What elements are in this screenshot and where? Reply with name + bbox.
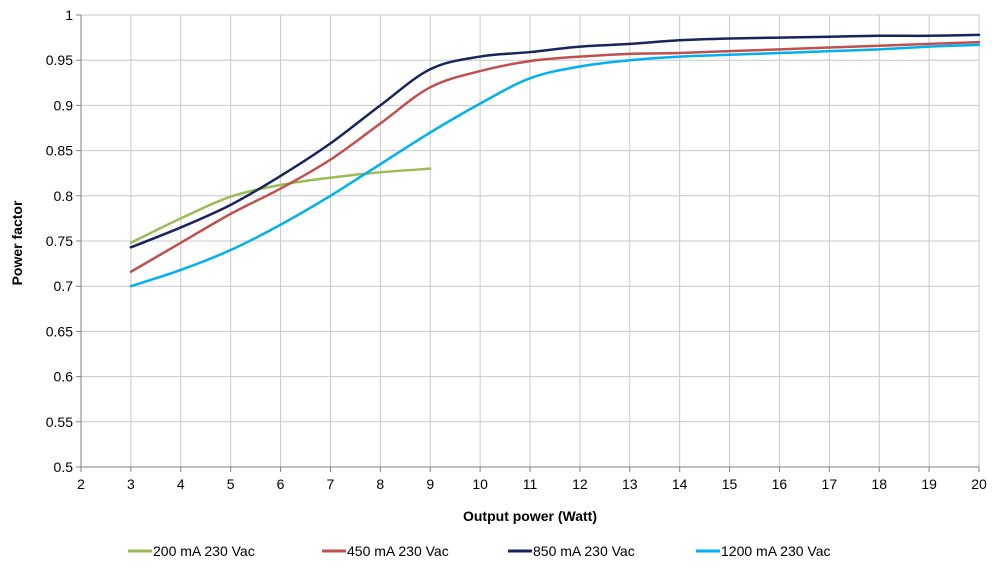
x-tick-label: 11 <box>523 476 538 492</box>
legend-label: 200 mA 230 Vac <box>153 543 255 559</box>
legend: 200 mA 230 Vac 450 mA 230 Vac 850 mA 230 V… <box>128 543 830 559</box>
axes <box>76 14 980 472</box>
series-line-1 <box>129 40 981 273</box>
legend-label: 1200 mA 230 Vac <box>721 543 830 559</box>
x-tick-label: 16 <box>772 476 788 492</box>
legend-label: 450 mA 230 Vac <box>347 543 449 559</box>
y-tick-label: 0.85 <box>46 143 73 159</box>
y-tick-labels: 0.5 0.55 0.6 0.65 0.7 0.75 0.8 0.85 0.9 0.95 1 <box>46 7 73 475</box>
x-tick-label: 14 <box>672 476 688 492</box>
series-line-3 <box>129 43 981 288</box>
x-axis-title: Output power (Watt) <box>463 508 597 524</box>
grid-lines <box>81 14 980 467</box>
y-tick-label: 0.9 <box>54 97 74 113</box>
x-tick-label: 20 <box>971 476 987 492</box>
x-tick-label: 3 <box>127 476 135 492</box>
x-tick-label: 18 <box>871 476 887 492</box>
x-tick-label: 9 <box>426 476 434 492</box>
y-tick-label: 0.8 <box>54 188 74 204</box>
x-tick-label: 6 <box>277 476 285 492</box>
series-line-2 <box>129 33 981 249</box>
y-tick-label: 0.55 <box>46 414 73 430</box>
x-tick-label: 19 <box>921 476 937 492</box>
y-tick-label: 0.5 <box>54 459 74 475</box>
x-tick-label: 4 <box>177 476 185 492</box>
x-tick-label: 15 <box>722 476 738 492</box>
series-line-0 <box>129 167 432 245</box>
legend-label: 850 mA 230 Vac <box>533 543 635 559</box>
series-lines <box>129 33 981 288</box>
y-tick-label: 0.95 <box>46 52 73 68</box>
x-tick-label: 17 <box>822 476 838 492</box>
x-tick-label: 10 <box>472 476 488 492</box>
x-tick-label: 8 <box>376 476 384 492</box>
x-tick-label: 13 <box>622 476 638 492</box>
y-tick-label: 0.6 <box>54 369 74 385</box>
y-tick-label: 0.65 <box>46 323 73 339</box>
y-tick-label: 1 <box>65 7 73 23</box>
x-tick-labels: 2 3 4 5 6 7 8 9 10 11 12 13 14 15 16 17 18 19 20 <box>77 476 987 492</box>
y-tick-label: 0.7 <box>54 278 74 294</box>
x-tick-label: 2 <box>77 476 85 492</box>
y-axis-title: Power factor <box>9 200 25 285</box>
x-tick-label: 5 <box>227 476 235 492</box>
y-tick-label: 0.75 <box>46 233 73 249</box>
x-tick-label: 12 <box>572 476 588 492</box>
x-tick-label: 7 <box>327 476 335 492</box>
